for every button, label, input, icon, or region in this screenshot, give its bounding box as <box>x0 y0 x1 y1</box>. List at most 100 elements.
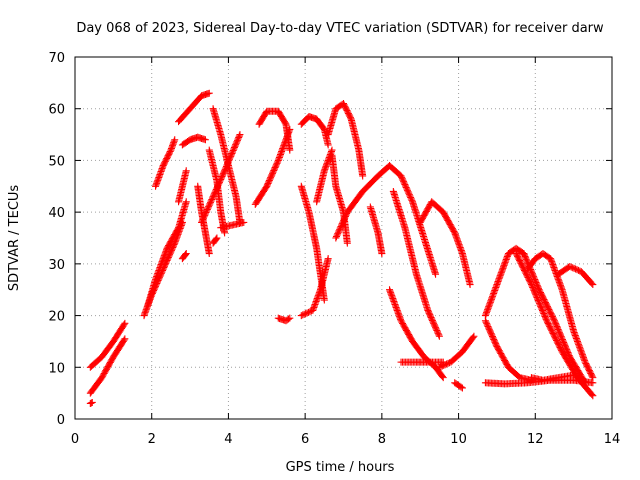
data-point-marker <box>562 343 570 351</box>
data-point-marker <box>570 371 578 379</box>
data-point-marker <box>174 225 182 233</box>
data-points <box>86 89 597 407</box>
data-point-marker <box>343 239 351 247</box>
y-tick-label: 50 <box>48 154 65 169</box>
series-arc-18 <box>251 125 294 208</box>
data-point-marker <box>213 234 221 242</box>
data-point-marker <box>232 139 240 147</box>
data-point-marker <box>539 308 547 316</box>
data-point-marker <box>521 252 529 260</box>
data-point-marker <box>588 372 596 380</box>
y-tick-label: 60 <box>48 103 65 118</box>
data-point-marker <box>538 307 546 315</box>
data-point-marker <box>181 251 189 259</box>
data-point-marker <box>555 328 563 336</box>
data-point-marker <box>120 321 128 329</box>
data-point-marker <box>536 301 544 309</box>
data-point-marker <box>533 294 541 302</box>
data-point-marker <box>522 255 530 263</box>
x-tick-label: 6 <box>301 432 309 447</box>
series-arc-06 <box>152 136 179 190</box>
data-point-marker <box>537 304 545 312</box>
data-point-marker <box>235 133 243 141</box>
data-point-marker <box>286 314 294 322</box>
x-tick-label: 14 <box>604 432 621 447</box>
data-point-marker <box>588 391 596 399</box>
data-point-marker <box>469 333 477 341</box>
data-point-marker <box>201 136 209 144</box>
data-point-marker <box>559 337 567 345</box>
series-arc-36 <box>481 317 535 384</box>
data-point-marker <box>230 145 238 153</box>
data-point-marker <box>120 336 128 344</box>
data-point-marker <box>182 167 190 175</box>
data-point-marker <box>408 196 416 204</box>
series-arc-32 <box>416 198 474 289</box>
series-arc-20 <box>297 112 332 149</box>
data-point-marker <box>458 384 466 392</box>
data-point-marker <box>466 281 474 289</box>
data-point-marker <box>529 283 537 291</box>
y-tick-label: 30 <box>48 258 65 273</box>
data-point-marker <box>531 289 539 297</box>
data-point-marker <box>589 392 597 400</box>
series-arc-31 <box>397 358 447 366</box>
data-point-marker <box>205 250 213 258</box>
data-point-marker <box>588 279 596 287</box>
data-point-marker <box>359 172 367 180</box>
series-arc-42 <box>527 371 578 384</box>
data-point-marker <box>229 146 237 154</box>
data-point-marker <box>558 334 566 342</box>
series-arc-13 <box>205 146 229 237</box>
data-point-marker <box>529 271 537 279</box>
data-point-marker <box>274 158 282 166</box>
series-arc-03 <box>86 398 96 407</box>
y-tick-label: 0 <box>57 413 65 428</box>
data-point-marker <box>432 270 440 278</box>
series-arc-08 <box>178 133 209 149</box>
data-point-marker <box>520 250 528 258</box>
series-arc-38 <box>520 250 589 387</box>
data-point-marker <box>240 218 248 226</box>
y-tick-label: 40 <box>48 206 65 221</box>
series-arc-35 <box>481 244 528 320</box>
series-arc-24 <box>324 100 367 180</box>
data-point-marker <box>553 323 561 331</box>
data-point-marker <box>535 299 543 307</box>
data-point-marker <box>527 281 535 289</box>
data-point-marker <box>530 274 538 282</box>
data-point-marker <box>88 398 96 406</box>
series-arc-10 <box>178 250 190 263</box>
data-point-marker <box>233 138 241 146</box>
series-arc-27 <box>366 203 386 258</box>
chart-title: Day 068 of 2023, Sidereal Day-to-day VTE… <box>76 21 604 36</box>
data-point-marker <box>529 285 537 293</box>
axis-ticks: 0 2 4 6 8 10 12 14 0 10 20 30 40 50 60 70 <box>48 51 620 447</box>
series-arc-22 <box>297 182 328 304</box>
data-point-marker <box>212 235 220 243</box>
data-point-marker <box>523 257 531 265</box>
data-point-marker <box>530 273 538 281</box>
data-point-marker <box>534 296 542 304</box>
data-point-marker <box>558 336 566 344</box>
data-point-marker <box>563 347 571 355</box>
data-point-marker <box>552 320 560 328</box>
data-point-marker <box>589 374 597 382</box>
data-point-marker <box>435 331 443 339</box>
y-tick-label: 70 <box>48 51 65 66</box>
data-point-marker <box>537 302 545 310</box>
data-point-marker <box>470 332 478 340</box>
series-arc-33 <box>435 332 478 371</box>
data-point-marker <box>320 296 328 304</box>
data-point-marker <box>550 317 558 325</box>
data-point-marker <box>551 318 559 326</box>
data-point-marker <box>532 291 540 299</box>
data-point-marker <box>232 141 240 149</box>
data-point-marker <box>171 136 179 144</box>
data-point-marker <box>435 332 443 340</box>
data-point-marker <box>235 132 243 140</box>
data-point-marker <box>552 321 560 329</box>
data-point-marker <box>285 315 293 323</box>
data-point-marker <box>228 149 236 157</box>
data-point-marker <box>528 268 536 276</box>
